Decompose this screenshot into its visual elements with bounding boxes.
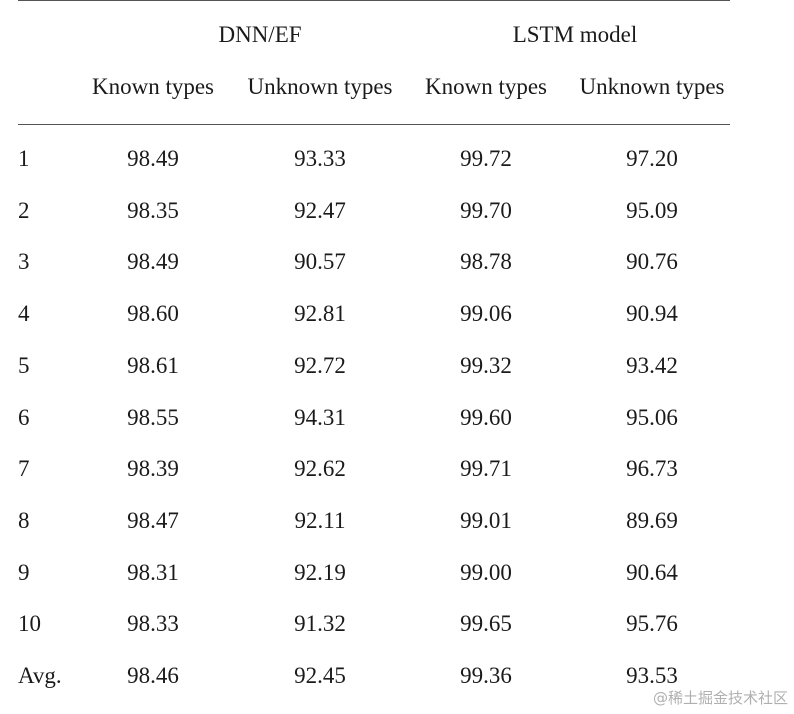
subheader-known-types-lstm: Known types <box>424 74 548 99</box>
row-label: 3 <box>18 249 30 274</box>
table-cell: 98.60 <box>127 301 179 326</box>
table-cell: 95.76 <box>626 611 678 636</box>
table-cell: 90.94 <box>626 301 678 326</box>
table-cell: 92.19 <box>294 560 346 585</box>
row-label: 9 <box>18 560 30 585</box>
group-header-lstm-model: LSTM model <box>512 22 638 47</box>
table-cell: 95.06 <box>626 405 678 430</box>
table-cell: 90.76 <box>626 249 678 274</box>
table-cell: 98.39 <box>127 456 179 481</box>
table-cell: 99.00 <box>460 560 512 585</box>
table-cell: 92.62 <box>294 456 346 481</box>
subheader-unknown-types-lstm: Unknown types <box>579 74 725 99</box>
table-top-rule <box>18 0 730 1</box>
table-cell: 99.72 <box>460 146 512 171</box>
table-cell: 92.72 <box>294 353 346 378</box>
table-cell: 94.31 <box>294 405 346 430</box>
table-cell: 98.55 <box>127 405 179 430</box>
table-cell: 99.65 <box>460 611 512 636</box>
table-cell: 98.46 <box>127 663 179 688</box>
table-cell: 92.47 <box>294 198 346 223</box>
table-cell: 92.11 <box>294 508 346 533</box>
table-cell: 99.36 <box>460 663 512 688</box>
table-cell: 92.45 <box>294 663 346 688</box>
row-label: 10 <box>18 611 41 636</box>
table-cell: 99.06 <box>460 301 512 326</box>
table-cell: 98.78 <box>460 249 512 274</box>
row-label: 5 <box>18 353 30 378</box>
table-cell: 96.73 <box>626 456 678 481</box>
subheader-known-types-dnn: Known types <box>91 74 215 99</box>
table-cell: 92.81 <box>294 301 346 326</box>
row-label: 7 <box>18 456 30 481</box>
row-label: 1 <box>18 146 30 171</box>
watermark: @稀土掘金技术社区 <box>652 689 788 707</box>
table-cell: 90.64 <box>626 560 678 585</box>
table-cell: 95.09 <box>626 198 678 223</box>
table-cell: 98.49 <box>127 146 179 171</box>
row-label: 6 <box>18 405 30 430</box>
table-cell: 98.33 <box>127 611 179 636</box>
row-label: 8 <box>18 508 30 533</box>
table-cell: 90.57 <box>294 249 346 274</box>
table-cell: 98.61 <box>127 353 179 378</box>
table-cell: 99.71 <box>460 456 512 481</box>
table-cell: 89.69 <box>626 508 678 533</box>
table-cell: 97.20 <box>626 146 678 171</box>
table-header-rule <box>18 124 730 125</box>
row-label: Avg. <box>18 663 62 688</box>
table-cell: 93.33 <box>294 146 346 171</box>
table-cell: 99.60 <box>460 405 512 430</box>
table-cell: 98.31 <box>127 560 179 585</box>
group-header-dnn-ef: DNN/EF <box>218 22 302 47</box>
row-label: 2 <box>18 198 30 223</box>
subheader-unknown-types-dnn: Unknown types <box>247 74 393 99</box>
table-cell: 99.70 <box>460 198 512 223</box>
table-cell: 98.47 <box>127 508 179 533</box>
table-cell: 98.35 <box>127 198 179 223</box>
table-cell: 91.32 <box>294 611 346 636</box>
table-cell: 93.42 <box>626 353 678 378</box>
table-cell: 99.32 <box>460 353 512 378</box>
row-label: 4 <box>18 301 30 326</box>
table-cell: 98.49 <box>127 249 179 274</box>
table-cell: 93.53 <box>626 663 678 688</box>
table-cell: 99.01 <box>460 508 512 533</box>
